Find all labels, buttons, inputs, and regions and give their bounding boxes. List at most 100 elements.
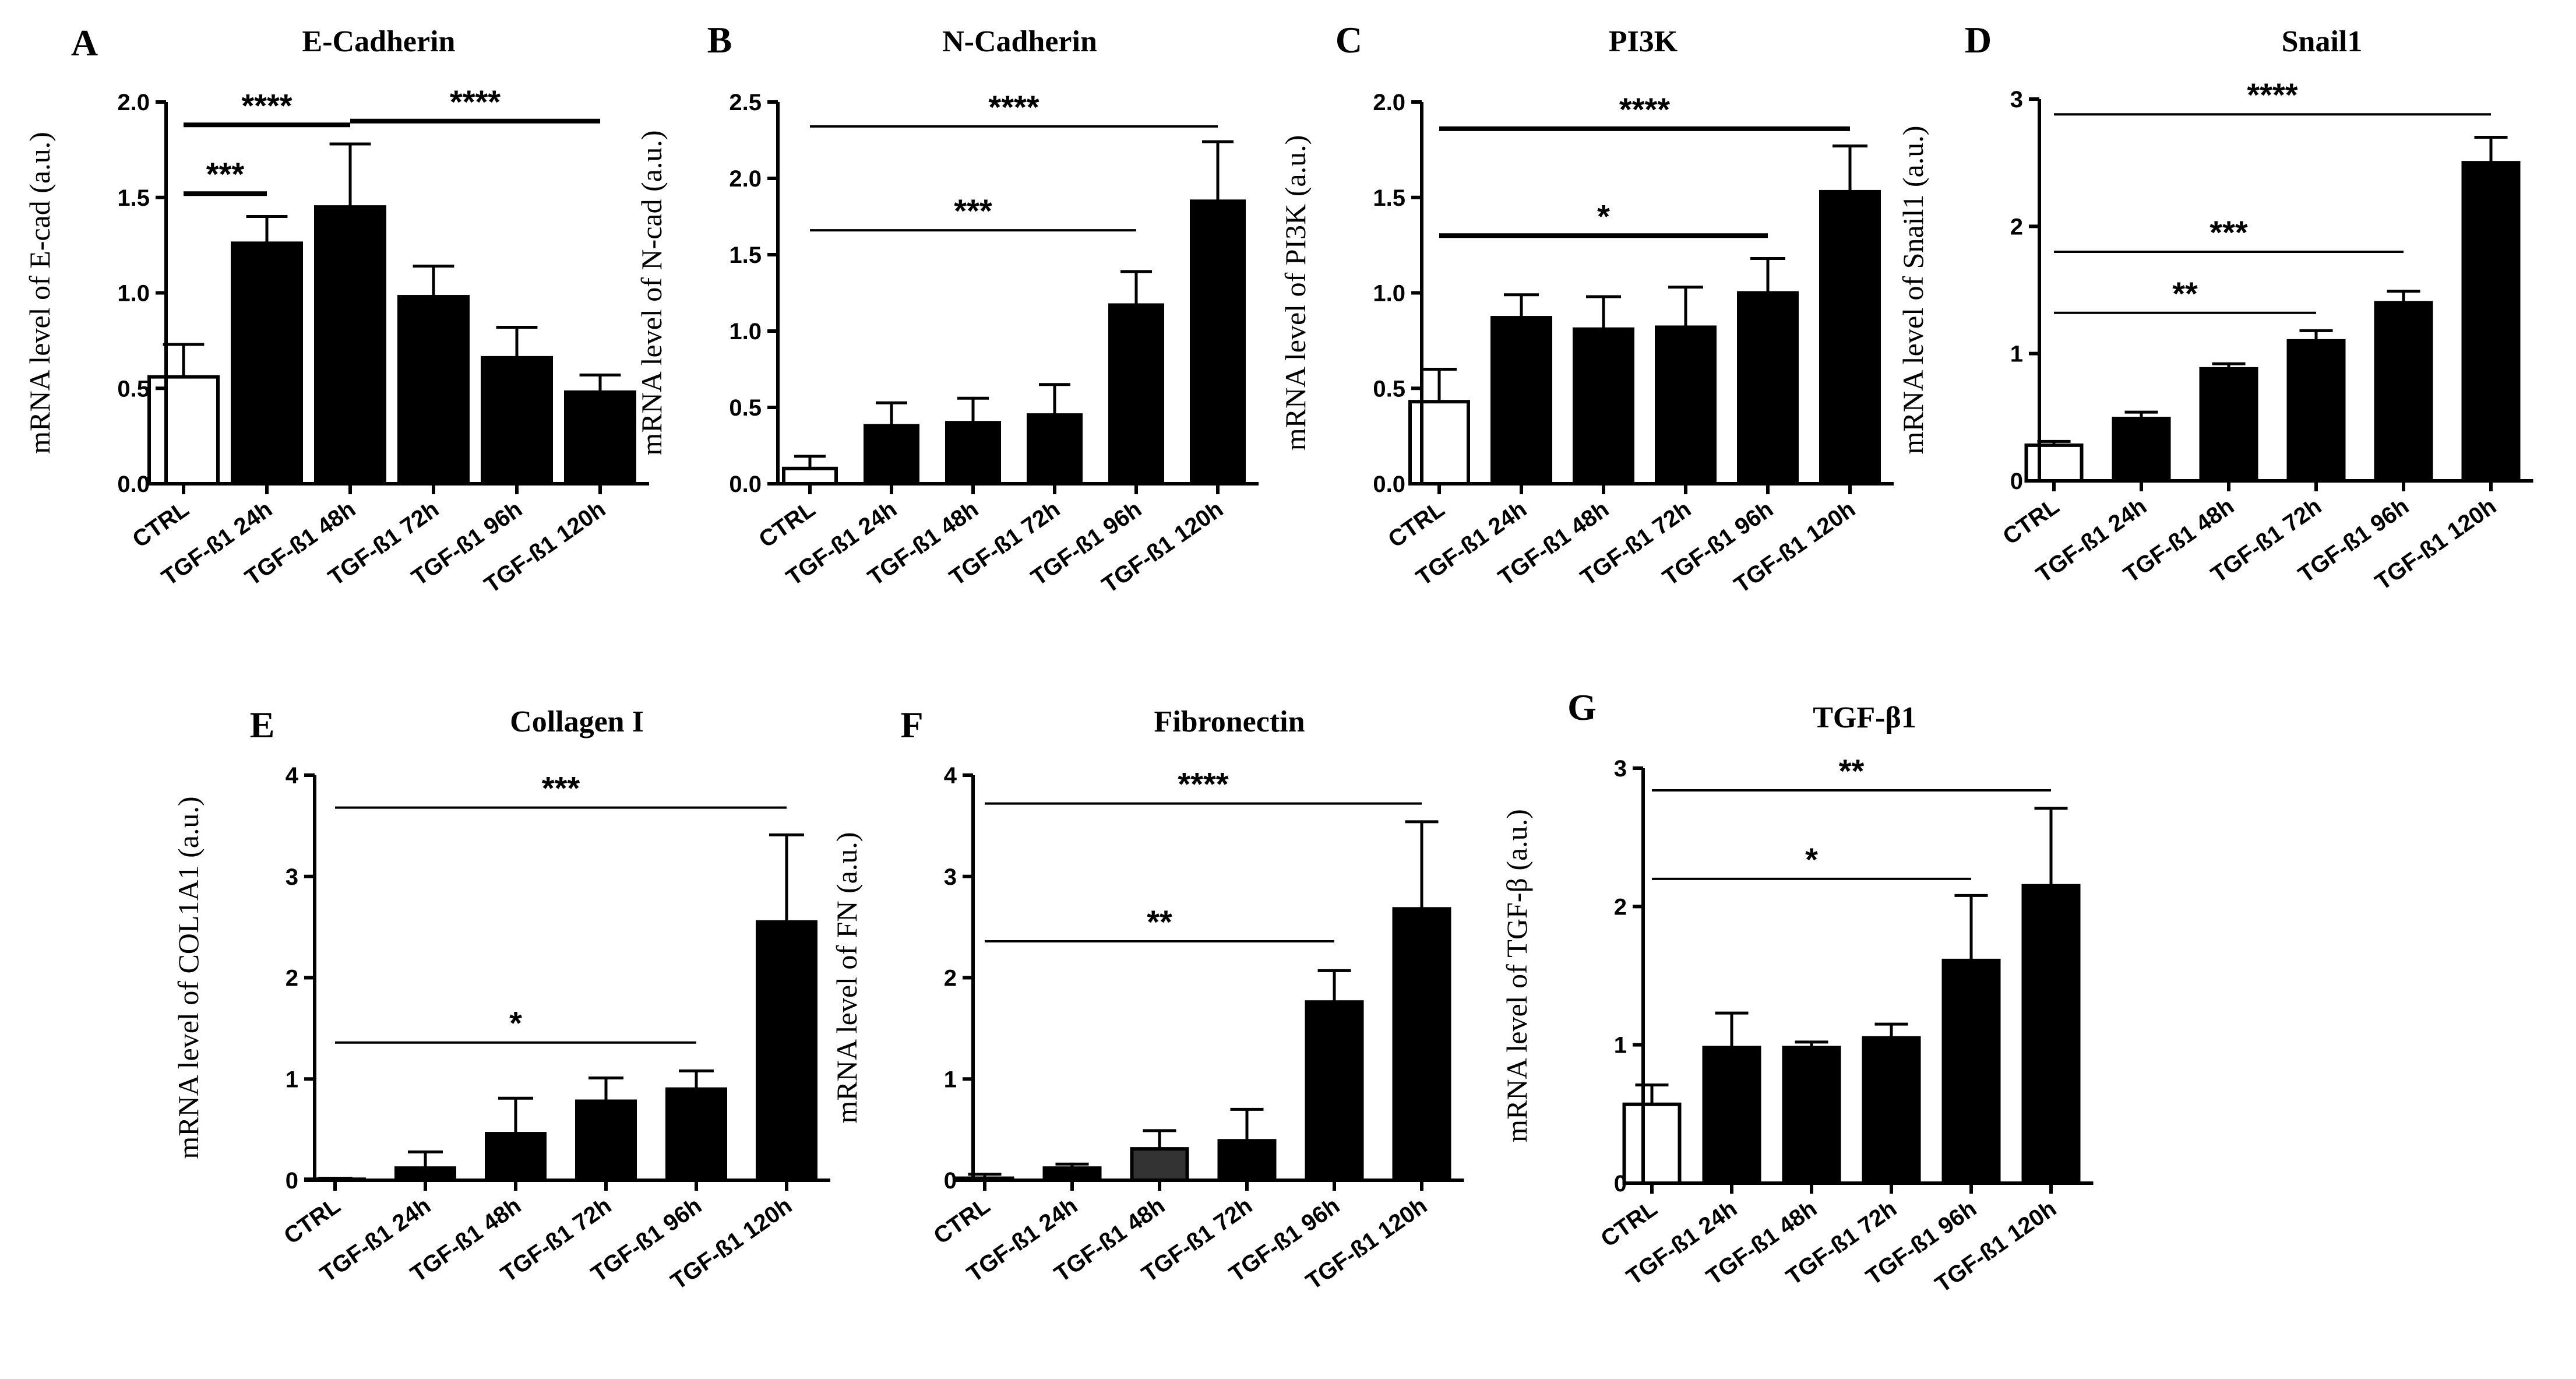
panel-b-y-tick-label-1: 0.5 bbox=[729, 395, 762, 421]
panel-c-y-tick-label-0: 0.0 bbox=[1373, 472, 1405, 497]
panel-a-bar-0 bbox=[147, 375, 220, 486]
panel-g-error-bar-5 bbox=[2034, 807, 2068, 886]
panel-d-significance-label-1: *** bbox=[2209, 214, 2248, 251]
panel-c-error-bar-3 bbox=[1668, 286, 1703, 328]
panel-e-significance-label-0: * bbox=[509, 1005, 522, 1042]
panel-g-y-tick-label-3: 3 bbox=[1614, 756, 1627, 782]
panel-b-significance-label-1: **** bbox=[988, 89, 1039, 125]
panel-d-y-tick-label-2: 2 bbox=[2010, 214, 2023, 240]
panel-b-error-bar-1 bbox=[876, 401, 907, 426]
panel-g-bar-2 bbox=[1782, 1046, 1841, 1185]
panel-b-letter: B bbox=[707, 19, 732, 61]
panel-d-y-axis-label: mRNA level of Snail1 (a.u.) bbox=[1897, 126, 1929, 455]
panel-d-significance-label-0: ** bbox=[2172, 275, 2198, 312]
panel-e-y-tick-label-1: 1 bbox=[286, 1067, 298, 1092]
panel-f-bar-1 bbox=[1042, 1166, 1102, 1183]
panel-g-bar-5 bbox=[2021, 884, 2081, 1185]
panel-f-error-bar-5 bbox=[1405, 820, 1439, 909]
panel-g-error-bar-0 bbox=[1635, 1083, 1669, 1104]
panel-f-y-tick-label-2: 2 bbox=[944, 966, 957, 991]
panel-c-y-tick-label-4: 2.0 bbox=[1373, 90, 1405, 115]
panel-d-bar-1 bbox=[2112, 417, 2171, 483]
panel-c-bar-1 bbox=[1490, 316, 1552, 486]
panel-a-bar-1 bbox=[231, 241, 303, 486]
panel-f-significance-label-1: **** bbox=[1178, 766, 1228, 803]
panel-a-y-tick-label-3: 1.5 bbox=[117, 185, 150, 211]
panel-e-error-bar-2 bbox=[498, 1096, 533, 1134]
panel-f-bar-5 bbox=[1392, 907, 1451, 1182]
panel-e-error-bar-5 bbox=[769, 833, 804, 922]
panel-a-error-bar-3 bbox=[413, 265, 454, 297]
panel-e-bar-5 bbox=[756, 920, 817, 1182]
panel-a-x-tick-label-0: CTRL bbox=[128, 496, 194, 553]
panel-d-bar-5 bbox=[2461, 161, 2521, 483]
panel-e-y-tick-label-4: 4 bbox=[286, 763, 299, 789]
panel-d-error-bar-0 bbox=[2037, 439, 2071, 445]
panel-a-significance-label-1: **** bbox=[241, 87, 292, 124]
panel-g-significance-label-1: ** bbox=[1839, 752, 1865, 789]
panel-b-error-bar-4 bbox=[1120, 270, 1152, 305]
panel-c-bar-4 bbox=[1737, 291, 1799, 486]
panel-f-x-tick-label-0: CTRL bbox=[929, 1192, 995, 1249]
panel-b-significance-label-0: *** bbox=[954, 192, 992, 229]
panel-c-y-tick-label-1: 0.5 bbox=[1373, 376, 1405, 402]
panel-g-error-bar-2 bbox=[1795, 1040, 1828, 1048]
panel-d-error-bar-5 bbox=[2474, 136, 2508, 163]
panel-c-y-tick-label-3: 1.5 bbox=[1373, 185, 1405, 211]
panel-f-bar-2 bbox=[1130, 1147, 1189, 1182]
panel-d-y-tick-label-3: 3 bbox=[2010, 87, 2023, 112]
panel-c-error-bar-0 bbox=[1422, 368, 1457, 402]
panel-g-title: TGF-β1 bbox=[1813, 701, 1916, 734]
panel-e-bar-2 bbox=[485, 1132, 547, 1182]
panel-d-bar-2 bbox=[2199, 367, 2258, 483]
panel-a-y-tick-label-2: 1.0 bbox=[117, 281, 150, 307]
panel-a-bar-5 bbox=[564, 390, 636, 486]
panel-b-bar-3 bbox=[1027, 413, 1083, 486]
panel-c-x-tick-label-0: CTRL bbox=[1384, 496, 1450, 553]
panel-d-y-tick-label-1: 1 bbox=[2010, 342, 2023, 367]
panel-c-bar-2 bbox=[1573, 327, 1634, 486]
panel-e-bar-1 bbox=[394, 1166, 456, 1183]
panel-b-y-tick-label-5: 2.5 bbox=[729, 90, 762, 115]
panel-b-y-tick-label-4: 2.0 bbox=[729, 166, 762, 192]
panel-c-bar-5 bbox=[1819, 189, 1881, 486]
panel-e-bar-4 bbox=[665, 1087, 727, 1182]
panel-a-error-bar-2 bbox=[329, 142, 371, 207]
panel-c-error-bar-1 bbox=[1504, 293, 1539, 318]
panel-c-y-tick-label-2: 1.0 bbox=[1373, 281, 1405, 307]
panel-b-bar-0 bbox=[782, 466, 838, 486]
panel-f-y-tick-label-0: 0 bbox=[944, 1168, 957, 1194]
panel-a-letter: A bbox=[71, 22, 98, 64]
panel-f-letter: F bbox=[900, 704, 923, 745]
panel-e-significance-label-1: *** bbox=[542, 770, 580, 807]
panel-e-y-axis-label: mRNA level of COL1A1 (a.u.) bbox=[172, 796, 205, 1159]
panel-c-letter: C bbox=[1335, 19, 1362, 61]
panel-b-error-bar-3 bbox=[1039, 383, 1070, 416]
panel-a-bar-3 bbox=[397, 295, 470, 486]
panel-b-bar-2 bbox=[945, 421, 1001, 486]
panel-c-bar-3 bbox=[1655, 325, 1717, 486]
panel-f-error-bar-2 bbox=[1143, 1129, 1176, 1149]
panel-c-bar-0 bbox=[1408, 400, 1470, 486]
panel-d-error-bar-2 bbox=[2212, 362, 2246, 369]
panel-a-title: E-Cadherin bbox=[302, 25, 456, 58]
panel-g-letter: G bbox=[1567, 687, 1597, 728]
panel-e-x-tick-label-0: CTRL bbox=[280, 1192, 346, 1249]
panel-a-y-axis-label: mRNA level of E-cad (a.u.) bbox=[23, 132, 56, 454]
panel-b-title: N-Cadherin bbox=[942, 25, 1097, 58]
panel-g-error-bar-4 bbox=[1954, 893, 1988, 961]
panel-b-error-bar-0 bbox=[794, 455, 826, 469]
panel-c-y-axis-label: mRNA level of PI3K (a.u.) bbox=[1279, 135, 1312, 451]
panel-c-significance-label-1: **** bbox=[1619, 91, 1670, 128]
panel-g-bar-1 bbox=[1702, 1046, 1761, 1185]
panel-b-y-tick-label-3: 1.5 bbox=[729, 242, 762, 268]
panel-e-y-tick-label-2: 2 bbox=[286, 966, 298, 991]
panel-a-bar-2 bbox=[314, 205, 386, 486]
panel-b-y-tick-label-0: 0.0 bbox=[729, 472, 762, 497]
panel-f-error-bar-1 bbox=[1055, 1162, 1089, 1169]
panel-f-y-axis-label: mRNA level of FN (a.u.) bbox=[830, 832, 863, 1124]
panel-g-x-tick-label-0: CTRL bbox=[1597, 1195, 1662, 1252]
panel-d-letter: D bbox=[1965, 19, 1992, 61]
panel-f-bar-4 bbox=[1305, 1000, 1364, 1182]
